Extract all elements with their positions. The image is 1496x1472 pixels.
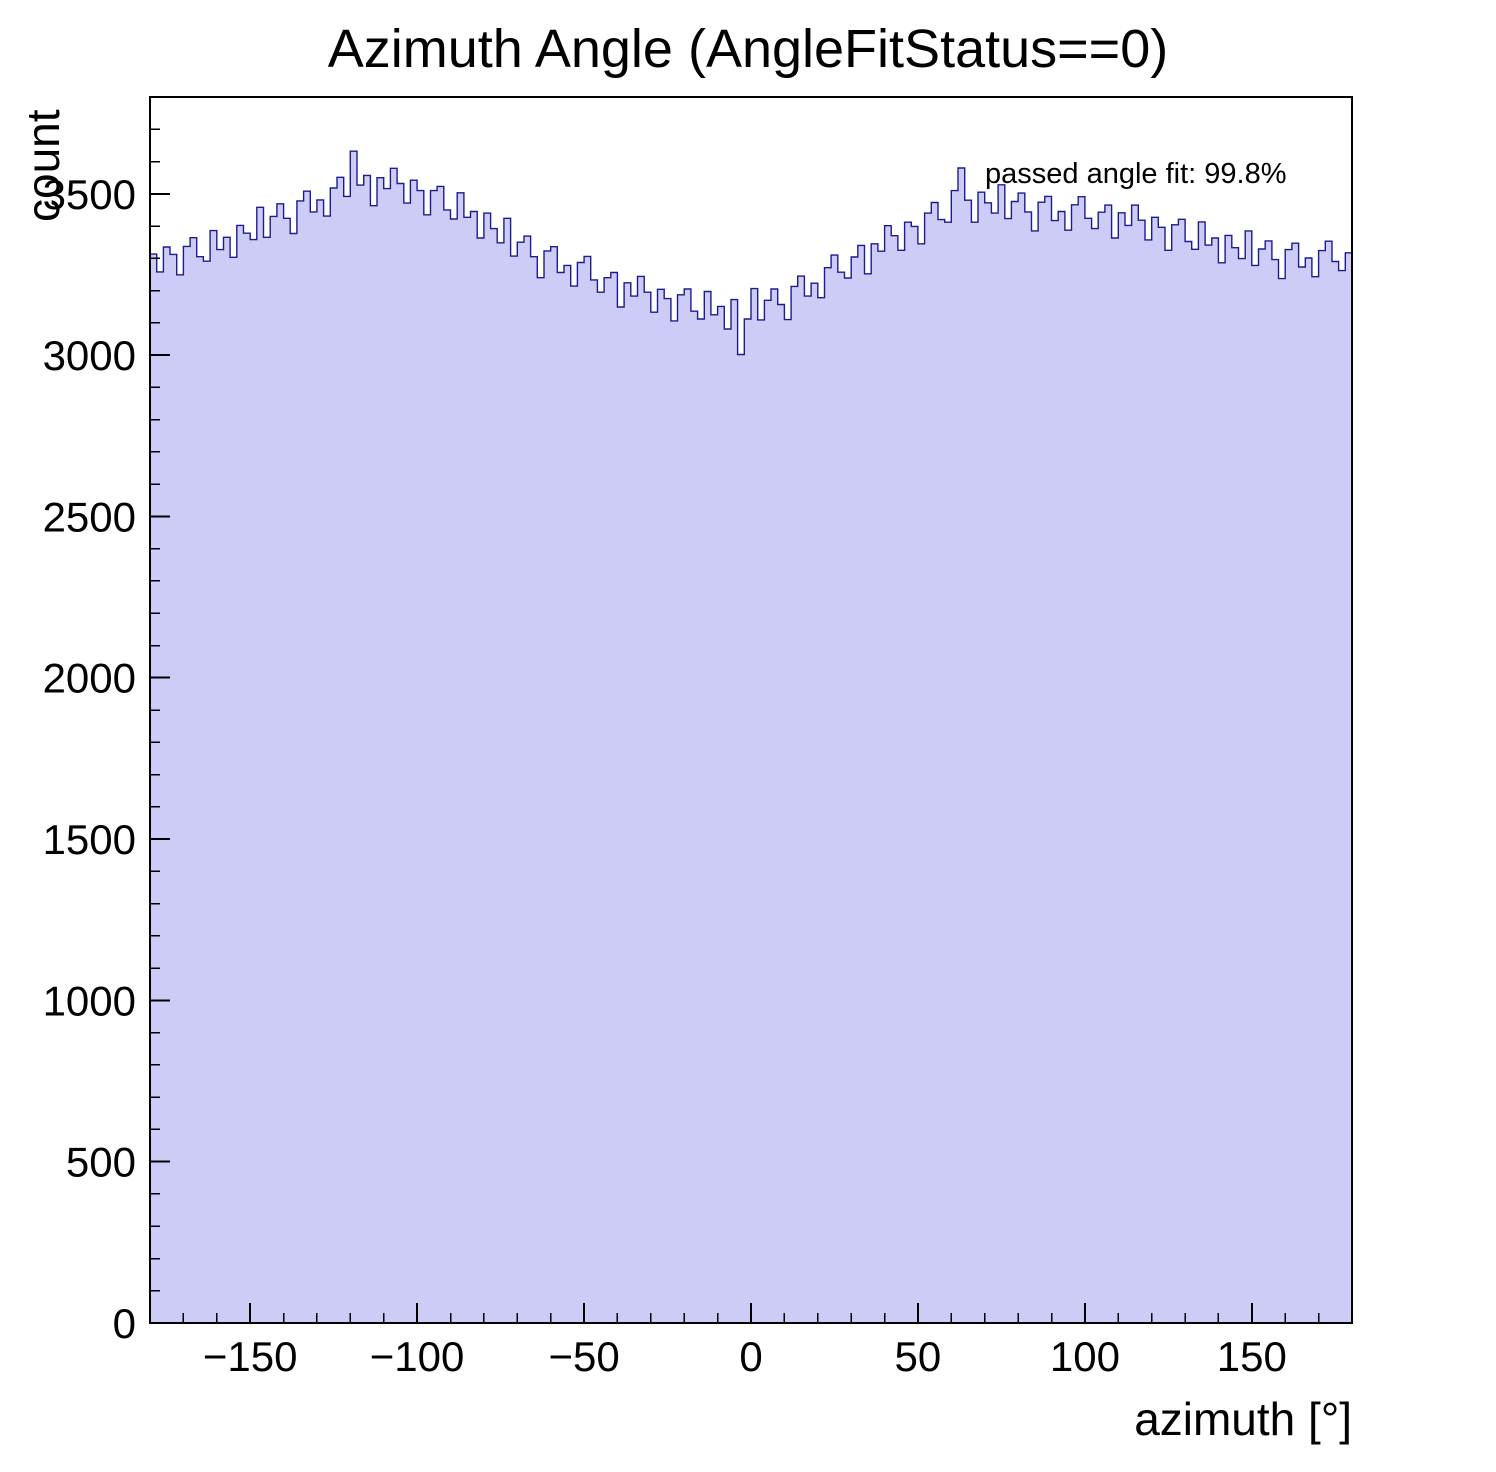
x-tick-label: 150 xyxy=(1217,1333,1287,1380)
histogram-fill xyxy=(150,151,1352,1324)
x-tick-label: −100 xyxy=(370,1333,465,1380)
y-tick-label: 500 xyxy=(66,1139,136,1186)
x-tick-label: −150 xyxy=(203,1333,298,1380)
x-tick-label: −50 xyxy=(548,1333,619,1380)
plot-frame xyxy=(149,96,1353,1324)
y-tick-label: 2500 xyxy=(43,493,136,540)
x-tick-label: 0 xyxy=(739,1333,762,1380)
x-axis-title: azimuth [°] xyxy=(1134,1393,1352,1445)
x-tick-label: 100 xyxy=(1050,1333,1120,1380)
y-tick-label: 3000 xyxy=(43,332,136,379)
x-tick-label: 50 xyxy=(895,1333,942,1380)
y-tick-label: 2000 xyxy=(43,655,136,702)
y-tick-label: 0 xyxy=(113,1300,136,1347)
passed-angle-fit-annotation: passed angle fit: 99.8% xyxy=(985,158,1287,190)
y-tick-label: 3500 xyxy=(43,171,136,218)
chart-title: Azimuth Angle (AngleFitStatus==0) xyxy=(327,19,1169,79)
y-tick-label: 1500 xyxy=(43,816,136,863)
histogram-outline xyxy=(149,150,1353,1323)
y-tick-label: 1000 xyxy=(43,977,136,1024)
